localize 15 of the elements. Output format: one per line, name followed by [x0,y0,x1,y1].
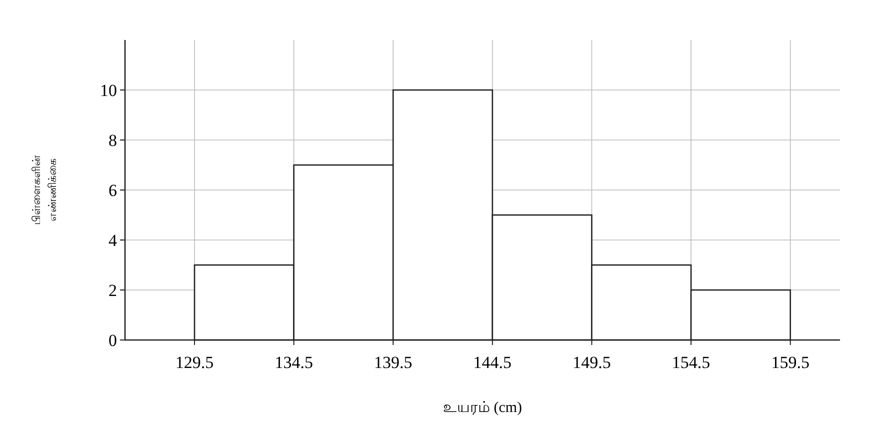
x-axis-title: உயரம் (cm) [442,400,522,416]
x-tick-label: 154.5 [672,353,710,372]
x-tick-label: 134.5 [274,353,313,372]
y-tick-label: 6 [108,181,117,200]
x-tick-label: 149.5 [572,353,611,372]
x-tick-label: 139.5 [374,353,412,372]
x-tick-label: 159.5 [771,353,810,372]
y-axis-title: பிள்ளைகளின் எண்ணிக்கை [31,155,59,225]
y-tick-label: 2 [108,281,117,300]
y-tick-label: 10 [100,81,117,100]
y-tick-label: 4 [108,231,118,250]
x-tick-label: 144.5 [473,353,512,372]
x-tick-label: 129.5 [175,353,214,372]
y-tick-label: 8 [108,131,117,150]
y-tick-label: 0 [108,331,117,350]
